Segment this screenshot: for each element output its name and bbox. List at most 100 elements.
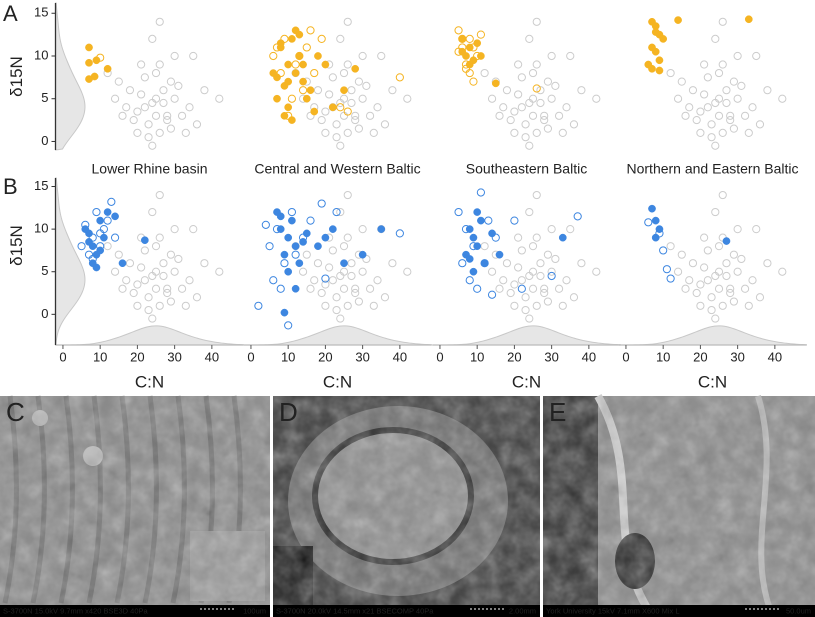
data-point bbox=[110, 267, 120, 276]
data-point bbox=[317, 34, 326, 43]
data-point bbox=[261, 220, 270, 229]
data-point bbox=[155, 60, 164, 69]
data-point bbox=[737, 81, 746, 91]
data-point bbox=[733, 267, 742, 276]
data-point bbox=[655, 225, 664, 233]
y-tick-label: 15 bbox=[34, 5, 48, 20]
data-point bbox=[733, 94, 742, 103]
data-point bbox=[740, 111, 750, 120]
image-caption: York University 15kV 7.1mm X600 Mix L bbox=[546, 606, 680, 615]
data-point bbox=[536, 259, 545, 268]
data-point bbox=[170, 51, 179, 61]
data-point bbox=[133, 128, 142, 138]
x-tick-label: 0 bbox=[436, 349, 443, 364]
data-point bbox=[339, 94, 349, 103]
data-point bbox=[469, 267, 478, 276]
data-point bbox=[681, 284, 690, 293]
y-axis-label: δ15N bbox=[7, 56, 26, 97]
data-point bbox=[677, 77, 686, 86]
data-point bbox=[543, 250, 553, 259]
image-label: E bbox=[549, 397, 566, 427]
data-point bbox=[461, 225, 471, 234]
data-point bbox=[313, 259, 323, 268]
data-point bbox=[696, 301, 705, 310]
data-point bbox=[510, 128, 519, 138]
data-point bbox=[540, 115, 549, 125]
image-label: C bbox=[6, 397, 25, 427]
data-point bbox=[763, 259, 772, 268]
data-point bbox=[722, 259, 731, 268]
data-point bbox=[321, 274, 330, 283]
panel-label: B bbox=[3, 174, 18, 199]
data-point bbox=[454, 47, 463, 56]
data-point bbox=[272, 43, 282, 52]
data-point bbox=[328, 246, 337, 255]
data-point bbox=[332, 207, 341, 217]
data-point bbox=[517, 73, 526, 82]
data-point bbox=[129, 115, 138, 125]
data-point bbox=[215, 94, 224, 103]
data-point bbox=[711, 314, 720, 323]
data-point bbox=[358, 51, 367, 61]
data-point bbox=[339, 242, 349, 251]
data-point bbox=[291, 60, 300, 69]
data-point bbox=[122, 276, 131, 285]
data-point bbox=[487, 290, 497, 299]
data-point bbox=[569, 293, 579, 302]
data-point bbox=[700, 90, 709, 99]
data-point bbox=[487, 267, 497, 276]
data-point bbox=[778, 94, 787, 103]
data-point bbox=[166, 250, 176, 259]
data-point bbox=[118, 284, 127, 293]
data-point bbox=[159, 98, 168, 108]
data-point bbox=[666, 274, 675, 283]
data-point bbox=[114, 250, 123, 259]
data-point bbox=[144, 293, 153, 302]
data-point bbox=[321, 301, 330, 310]
data-point bbox=[280, 250, 289, 259]
data-point bbox=[273, 94, 281, 103]
data-point bbox=[696, 128, 705, 138]
data-point bbox=[351, 115, 360, 125]
x-axis-label: C:N bbox=[698, 372, 727, 391]
data-point bbox=[317, 115, 326, 125]
image-scale: 50.0um bbox=[786, 606, 811, 615]
data-point bbox=[181, 128, 190, 138]
data-point bbox=[85, 43, 93, 52]
data-point bbox=[744, 128, 753, 138]
data-point bbox=[681, 111, 690, 120]
data-point bbox=[77, 242, 86, 251]
data-point bbox=[85, 58, 93, 67]
data-point bbox=[81, 225, 90, 233]
x-tick-label: 40 bbox=[205, 349, 219, 364]
data-point bbox=[155, 128, 164, 138]
density-curve bbox=[55, 325, 244, 346]
data-point bbox=[306, 216, 315, 225]
data-point bbox=[499, 276, 508, 285]
data-point bbox=[192, 120, 202, 129]
data-point bbox=[461, 60, 471, 69]
data-point bbox=[752, 225, 761, 234]
data-point bbox=[373, 276, 382, 285]
data-point bbox=[525, 98, 534, 108]
data-point bbox=[155, 190, 164, 200]
data-point bbox=[284, 233, 293, 242]
data-point bbox=[521, 133, 530, 142]
data-point bbox=[181, 301, 190, 310]
data-point bbox=[328, 225, 337, 233]
data-point bbox=[140, 276, 149, 285]
data-point bbox=[726, 115, 735, 125]
data-point bbox=[510, 216, 519, 225]
data-point bbox=[81, 220, 90, 229]
data-point bbox=[726, 284, 735, 293]
data-point bbox=[284, 60, 293, 69]
data-point bbox=[200, 86, 209, 95]
data-point bbox=[114, 77, 123, 86]
data-point bbox=[473, 51, 482, 61]
data-point bbox=[166, 77, 176, 86]
data-point bbox=[373, 103, 382, 112]
data-point bbox=[517, 103, 526, 112]
data-point bbox=[302, 43, 311, 52]
data-point bbox=[551, 254, 560, 264]
data-point bbox=[569, 120, 579, 129]
